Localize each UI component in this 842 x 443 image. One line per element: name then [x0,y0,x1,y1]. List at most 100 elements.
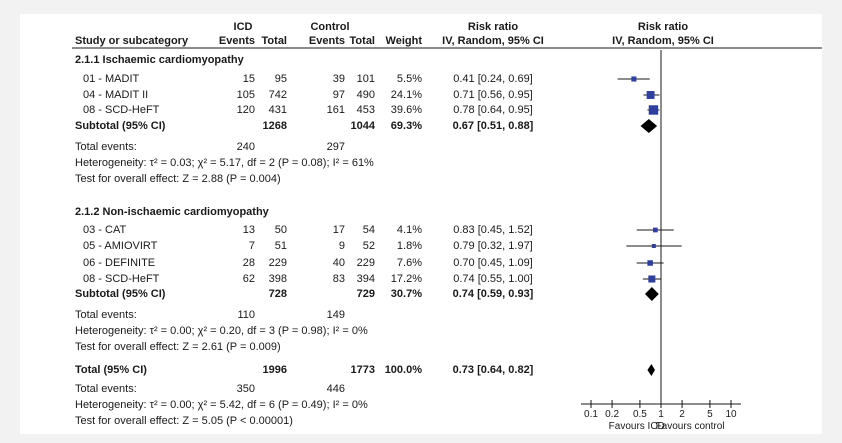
x-tick-label: 0.1 [584,409,598,420]
study-marker [648,105,659,115]
weight-header: Weight [385,35,422,47]
control-total-header: Total [349,35,375,47]
total-events-label: Total events: [75,309,137,321]
study-weight: 1.8% [396,240,422,252]
study-icd-events: 28 [242,257,255,269]
icd-total-header: Total [261,35,287,47]
study-control-total: 453 [356,104,375,116]
plot-risk-ratio-header: Risk ratio [637,21,689,33]
x-tick-label: 10 [725,409,737,420]
study-name: 08 - SCD-HeFT [83,273,160,285]
control-total-events: 297 [326,141,345,153]
subtotal-risk-ratio-ci: 0.67 [0.51, 0.88] [452,120,534,132]
pooled-diamond [647,364,655,376]
study-risk-ratio-ci: 0.70 [0.45, 1.09] [453,257,533,269]
study-risk-ratio-ci: 0.74 [0.55, 1.00] [453,273,533,285]
study-marker [647,260,653,266]
study-weight: 17.2% [390,273,422,285]
study-icd-events: 120 [236,104,255,116]
subtotal-label: Subtotal (95% CI) [75,120,166,132]
study-marker [651,244,656,248]
study-icd-total: 50 [274,224,287,236]
overall-icd-events: 350 [236,383,255,395]
study-name: 06 - DEFINITE [83,257,156,269]
x-tick-label: 0.5 [633,409,647,420]
subtotal-weight: 69.3% [390,120,422,132]
subgroup-title: 2.1.2 Non-ischaemic cardiomyopathy [75,206,269,218]
study-icd-total: 229 [268,257,287,269]
study-weight: 5.5% [396,73,422,85]
x-tick-label: 1 [658,409,664,420]
subtotal-label: Subtotal (95% CI) [75,288,166,300]
study-control-total: 394 [356,273,375,285]
study-icd-total: 398 [268,273,287,285]
study-risk-ratio-ci: 0.79 [0.32, 1.97] [453,240,533,252]
study-icd-events: 15 [242,73,255,85]
plot-method-header: IV, Random, 95% CI [612,35,714,47]
study-risk-ratio-ci: 0.71 [0.56, 0.95] [453,89,533,101]
icd-events-header: Events [218,35,255,47]
study-icd-events: 7 [248,240,255,252]
control-group-header: Control [310,21,350,33]
study-control-events: 39 [332,73,345,85]
study-icd-events: 62 [242,273,255,285]
overall-total-label: Total (95% CI) [75,364,147,376]
study-control-events: 17 [332,224,345,236]
study-risk-ratio-ci: 0.78 [0.64, 0.95] [453,104,533,116]
overall-effect-test: Test for overall effect: Z = 2.61 (P = 0… [75,341,281,353]
subtotal-risk-ratio-ci: 0.74 [0.59, 0.93] [452,288,534,300]
study-risk-ratio-ci: 0.83 [0.45, 1.52] [453,224,533,236]
study-control-events: 83 [332,273,345,285]
pooled-diamond [644,287,659,301]
overall-events-label: Total events: [75,383,137,395]
study-control-events: 9 [338,240,345,252]
forest-plot-panel: ICD Control Risk ratio Risk ratio Study … [20,14,822,434]
overall-effect-test: Test for overall effect: Z = 2.88 (P = 0… [75,173,281,185]
x-tick-label: 2 [679,409,685,420]
overall-risk-ratio-ci: 0.73 [0.64, 0.82] [452,364,534,376]
heterogeneity-stats: Heterogeneity: τ² = 0.03; χ² = 5.17, df … [75,157,374,169]
study-column-header: Study or subcategory [75,35,189,47]
subtotal-weight: 30.7% [390,288,422,300]
study-name: 04 - MADIT II [83,89,149,101]
study-icd-total: 742 [268,89,287,101]
x-tick-label: 0.2 [605,409,619,420]
icd-total-events: 240 [236,141,255,153]
study-weight: 39.6% [390,104,422,116]
overall-effect-total: Test for overall effect: Z = 5.05 (P < 0… [75,415,293,427]
study-name: 03 - CAT [83,224,127,236]
study-control-events: 97 [332,89,345,101]
study-control-events: 161 [326,104,345,116]
subgroup-title: 2.1.1 Ischaemic cardiomyopathy [75,54,244,66]
control-total-events: 149 [326,309,345,321]
overall-control-events: 446 [326,383,345,395]
study-name: 01 - MADIT [83,73,140,85]
study-control-total: 101 [356,73,375,85]
study-weight: 24.1% [390,89,422,101]
subtotal-icd-total: 1268 [262,120,287,132]
risk-ratio-method-header: IV, Random, 95% CI [442,35,544,47]
study-control-total: 52 [362,240,375,252]
overall-icd-total: 1996 [262,364,287,376]
subtotal-control-total: 1044 [350,120,375,132]
control-events-header: Events [308,35,345,47]
study-control-total: 54 [362,224,375,236]
icd-total-events: 110 [237,309,255,321]
risk-ratio-header: Risk ratio [467,21,519,33]
study-control-total: 490 [356,89,375,101]
study-weight: 7.6% [396,257,422,269]
study-risk-ratio-ci: 0.41 [0.24, 0.69] [453,73,533,85]
overall-control-total: 1773 [350,364,375,376]
overall-heterogeneity: Heterogeneity: τ² = 0.00; χ² = 5.42, df … [75,399,368,411]
icd-group-header: ICD [233,21,253,33]
overall-weight: 100.0% [384,364,422,376]
heterogeneity-stats: Heterogeneity: τ² = 0.00; χ² = 0.20, df … [75,325,368,337]
pooled-diamond [640,119,658,133]
total-events-label: Total events: [75,141,137,153]
favours-icd-label: Favours ICD [609,421,665,432]
study-icd-total: 95 [274,73,287,85]
study-name: 05 - AMIOVIRT [83,240,158,252]
study-marker [646,91,655,99]
study-icd-events: 105 [236,89,255,101]
